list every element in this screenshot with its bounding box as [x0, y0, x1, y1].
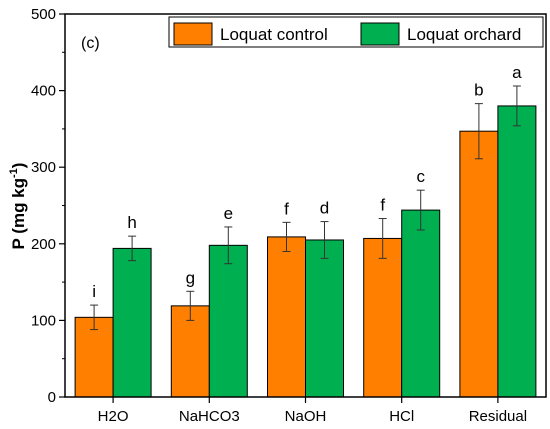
bar-loquat-orchard-HCl — [401, 209, 441, 398]
y-axis-title-main: P (mg kg — [9, 178, 28, 249]
y-tick-label-0: 0 — [48, 389, 56, 406]
y-tick-label-300: 300 — [31, 159, 56, 176]
panel-label: (c) — [81, 35, 100, 52]
significance-letter-0-1: g — [186, 268, 195, 287]
significance-letter-1-4: a — [512, 63, 522, 82]
legend: Loquat control Loquat orchard — [168, 16, 544, 48]
bar-loquat-orchard-NaOH — [305, 239, 344, 398]
y-axis-title: P (mg kg-1) — [8, 163, 28, 250]
x-tick-label-NaHCO3: NaHCO3 — [179, 408, 240, 425]
legend-swatch-loquat-control — [173, 22, 213, 46]
y-tick-label-200: 200 — [31, 236, 56, 253]
axes-layer: 0 100 200 300 400 500 H2O NaHCO3 NaOH HCl Residual — [31, 6, 547, 425]
bar-loquat-orchard-H2O — [112, 247, 152, 398]
y-axis-title-close: ) — [9, 163, 28, 169]
significance-letter-0-2: f — [284, 199, 289, 218]
significance-letter-0-4: b — [474, 81, 483, 100]
x-tick-label-NaOH: NaOH — [285, 408, 327, 425]
legend-label-loquat-control: Loquat control — [220, 25, 328, 44]
bar-loquat-orchard-Residual — [497, 105, 537, 398]
legend-swatch-loquat-orchard — [360, 22, 400, 46]
bars-layer: i h g e f d f c b a — [74, 63, 537, 398]
bar-loquat-control-H2O — [74, 316, 114, 398]
bar-loquat-control-Residual — [459, 130, 499, 398]
y-tick-label-100: 100 — [31, 312, 56, 329]
y-tick-label-500: 500 — [31, 6, 56, 23]
bar-loquat-control-NaOH — [267, 236, 306, 398]
significance-letter-1-3: c — [416, 167, 425, 186]
x-tick-label-HCl: HCl — [389, 408, 414, 425]
x-tick-label-Residual: Residual — [469, 408, 527, 425]
significance-letter-1-2: d — [320, 199, 329, 218]
x-tick-label-H2O: H2O — [98, 408, 129, 425]
legend-box — [168, 16, 544, 48]
y-axis-title-superscript: -1 — [8, 168, 20, 178]
significance-letter-0-3: f — [380, 196, 385, 215]
bar-loquat-orchard-NaHCO3 — [208, 244, 248, 398]
significance-letter-1-1: e — [224, 204, 233, 223]
legend-label-loquat-orchard: Loquat orchard — [407, 25, 521, 44]
y-tick-label-400: 400 — [31, 83, 56, 100]
significance-letter-0-0: i — [92, 282, 96, 301]
bar-loquat-control-HCl — [363, 237, 403, 398]
significance-letter-1-0: h — [127, 213, 136, 232]
